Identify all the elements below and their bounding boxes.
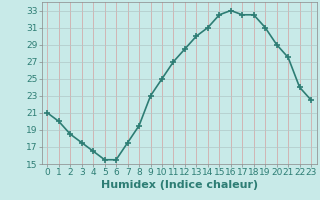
X-axis label: Humidex (Indice chaleur): Humidex (Indice chaleur): [100, 180, 258, 190]
